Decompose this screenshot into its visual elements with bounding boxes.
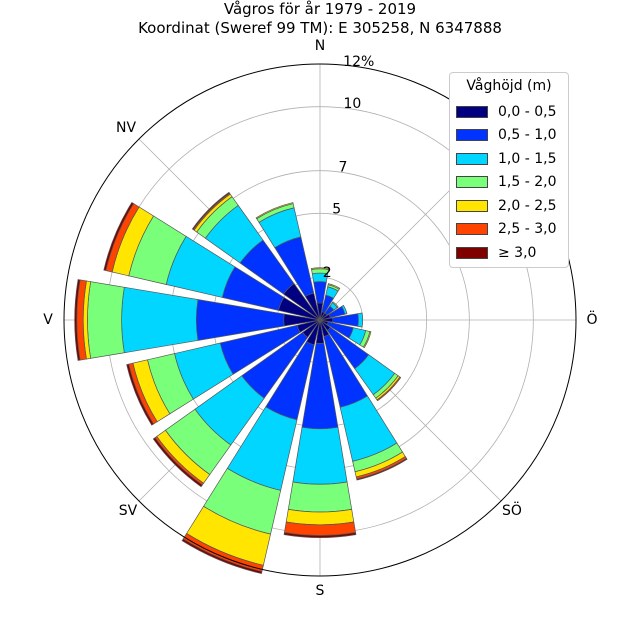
rose-segment xyxy=(362,331,372,349)
legend-item: 2,5 - 3,0 xyxy=(450,218,568,242)
direction-label-west: V xyxy=(43,312,53,328)
legend-label: 2,5 - 3,0 xyxy=(498,221,557,238)
rose-segment xyxy=(152,437,203,488)
radial-tick-label: 7 xyxy=(338,159,347,175)
direction-label-south: S xyxy=(315,583,325,599)
legend-swatch xyxy=(456,176,488,189)
legend-item: 2,0 - 2,5 xyxy=(450,194,568,218)
polar-frame xyxy=(63,63,577,577)
legend-label: 2,0 - 2,5 xyxy=(498,197,557,214)
legend-swatch xyxy=(456,246,488,259)
rose-segment xyxy=(126,363,155,426)
radial-tick-label: 10 xyxy=(344,96,362,112)
rose-segment xyxy=(255,202,294,220)
legend-swatch xyxy=(456,105,488,118)
legend-label: 0,0 - 0,5 xyxy=(498,103,557,120)
legend-label: 1,5 - 2,0 xyxy=(498,174,557,191)
rose-segment xyxy=(283,532,357,538)
legend-item: 0,0 - 0,5 xyxy=(450,100,568,124)
radial-tick-label: 2 xyxy=(323,265,332,281)
rose-segment xyxy=(121,286,199,354)
rose-segment xyxy=(310,267,330,270)
direction-label-east: Ö xyxy=(586,312,598,328)
rose-segment xyxy=(292,426,348,485)
rose-segment xyxy=(356,457,408,481)
legend-swatch xyxy=(456,129,488,142)
rose-segment xyxy=(287,481,353,513)
radial-tick-label: 12% xyxy=(343,54,374,70)
legend-title: Våghöjd (m) xyxy=(466,78,552,94)
rose-segment xyxy=(376,376,402,402)
rose-segment xyxy=(181,538,263,575)
rose-segment xyxy=(191,191,231,231)
legend-item: ≥ 3,0 xyxy=(450,241,568,265)
rose-segment xyxy=(285,508,355,526)
legend-swatch xyxy=(456,223,488,236)
rose-segment xyxy=(327,283,341,290)
rose-segment xyxy=(87,281,125,359)
rose-segment xyxy=(331,301,339,309)
rose-segment xyxy=(74,279,81,361)
rose-segment xyxy=(357,312,364,328)
legend-label: 0,5 - 1,0 xyxy=(498,127,557,144)
legend-label: 1,0 - 1,5 xyxy=(498,150,557,167)
radial-tick-label: 5 xyxy=(332,202,341,218)
legend-item: 0,5 - 1,0 xyxy=(450,124,568,148)
legend-swatch xyxy=(456,152,488,165)
direction-label-northwest: NV xyxy=(115,120,137,136)
legend-item: 1,0 - 1,5 xyxy=(450,147,568,171)
chart-title: Vågros för år 1979 - 2019 xyxy=(223,0,417,18)
legend-swatch xyxy=(456,199,488,212)
legend-label: ≥ 3,0 xyxy=(498,244,537,261)
legend: Våghöjd (m) 0,0 - 0,5 0,5 - 1,0 1,0 - 1,… xyxy=(449,72,569,268)
rose-segment xyxy=(103,201,135,271)
direction-label-north: N xyxy=(314,38,326,54)
rose-segment xyxy=(341,304,348,315)
chart-subtitle: Koordinat (Sweref 99 TM): E 305258, N 63… xyxy=(138,19,502,37)
direction-label-southeast: SÖ xyxy=(502,503,522,519)
legend-item: 1,5 - 2,0 xyxy=(450,171,568,195)
direction-label-southwest: SV xyxy=(118,503,138,519)
